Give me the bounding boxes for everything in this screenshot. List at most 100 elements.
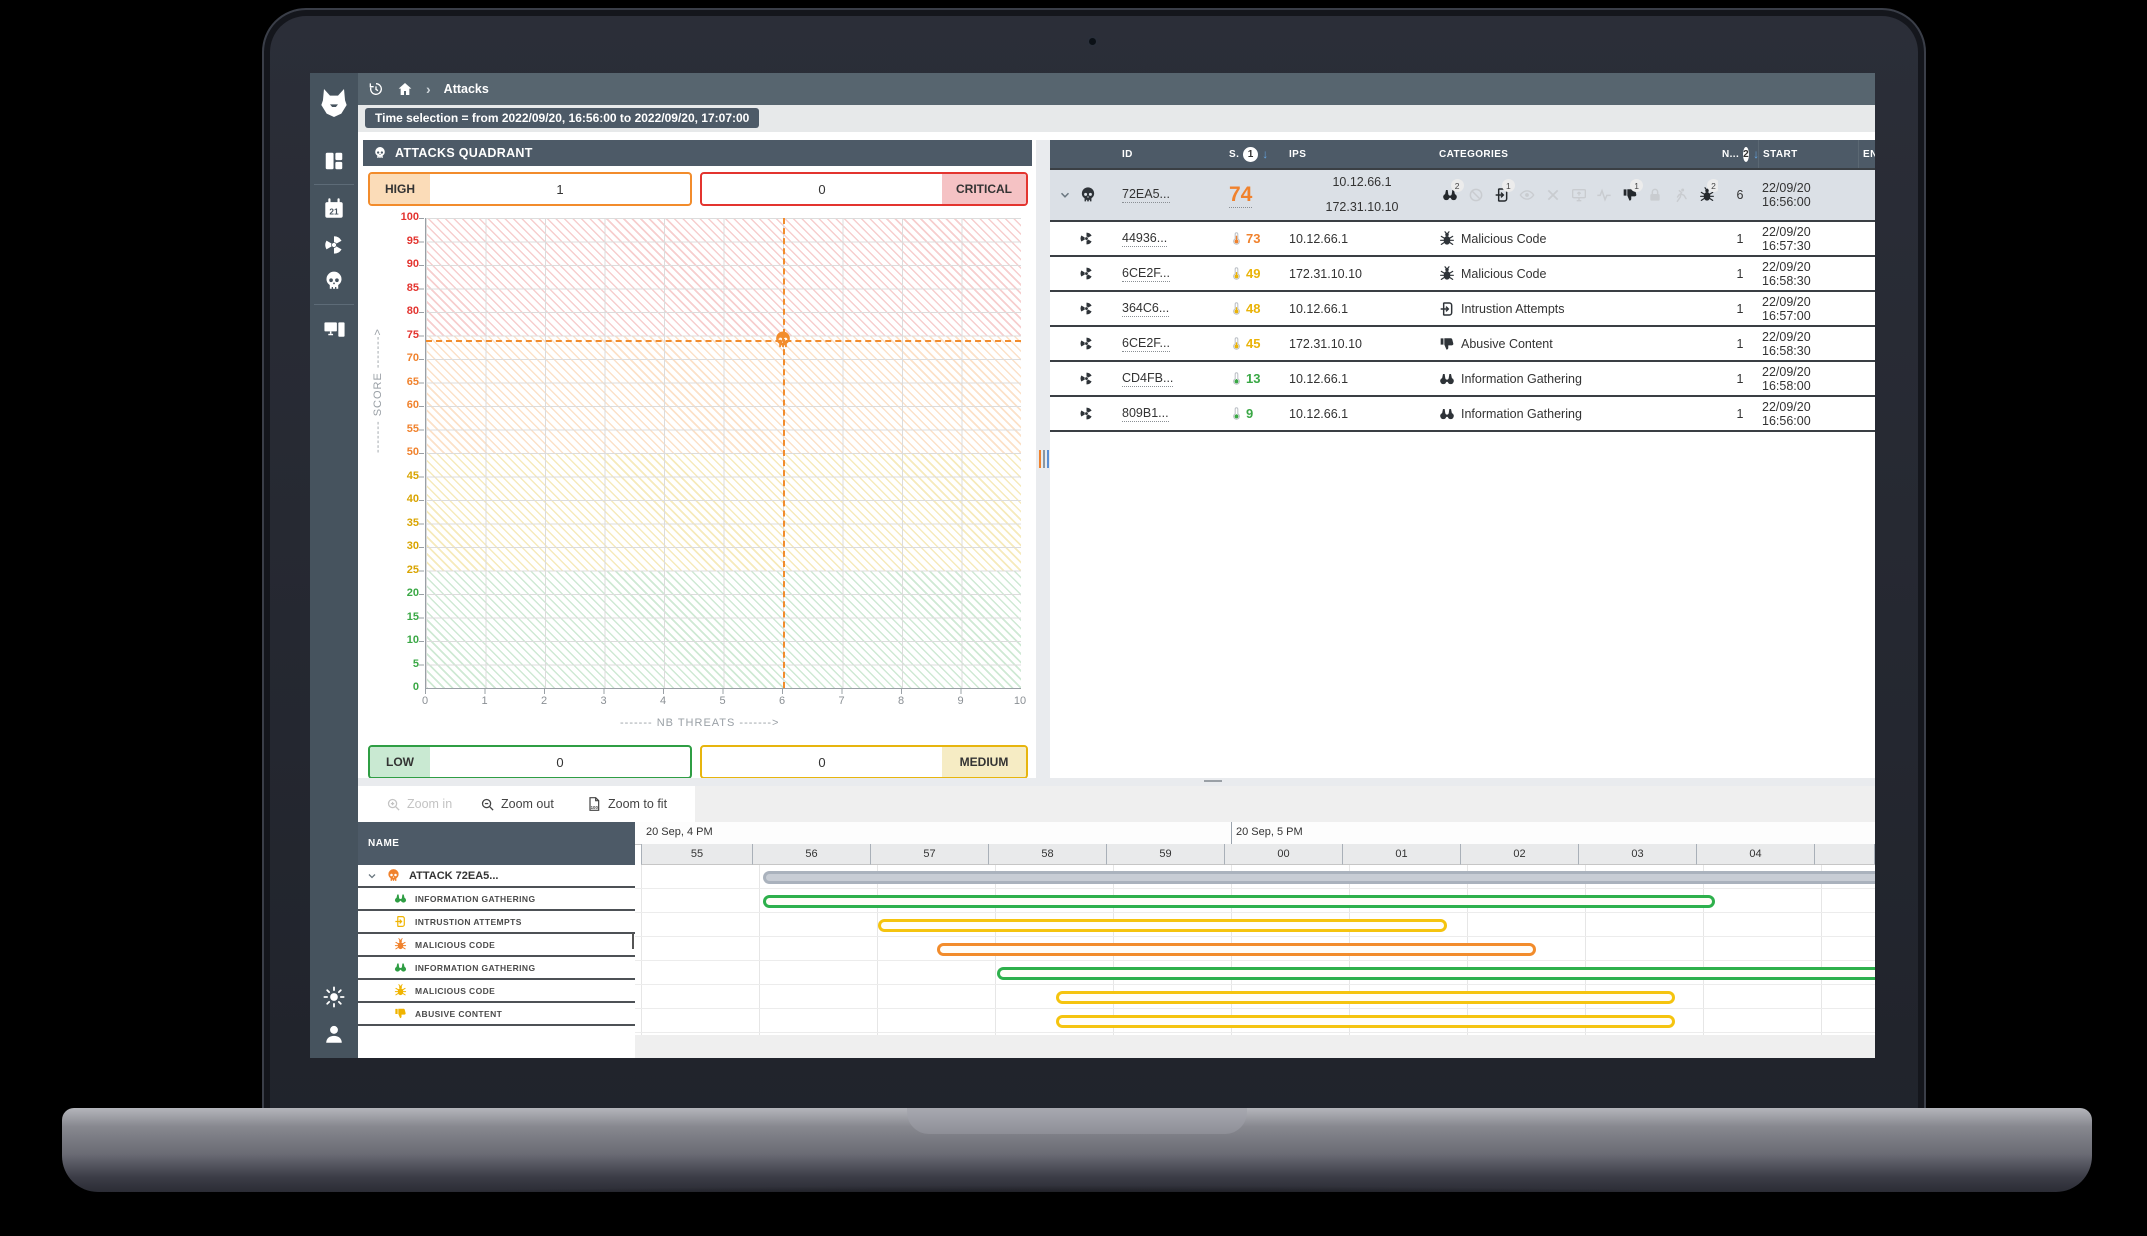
gantt-bar[interactable] [996, 967, 1875, 980]
threat-id-link[interactable]: 364C6... [1122, 300, 1170, 317]
threat-start: 22/09/20 16:58:30 [1762, 259, 1811, 288]
threat-score: 73 [1246, 231, 1261, 246]
theme-sun-icon[interactable] [323, 986, 345, 1008]
x-axis-title: ------- NB THREATS -------> [620, 717, 780, 729]
threat-score: 9 [1246, 406, 1254, 421]
gantt-row[interactable]: INFORMATION GATHERING [358, 957, 635, 980]
binoculars-icon [1439, 406, 1455, 422]
threat-row[interactable]: 44936... 73 10.12.66.1 Malicious Code 1 … [1050, 222, 1875, 257]
y-tick-label: 90 [406, 258, 419, 270]
attack-id-link[interactable]: 72EA5... [1122, 187, 1170, 203]
threat-id-link[interactable]: 6CE2F... [1122, 335, 1170, 352]
time-group-label: 20 Sep, 4 PM [646, 826, 713, 838]
threat-ip: 10.12.66.1 [1289, 371, 1349, 386]
chevron-down-icon[interactable] [1058, 188, 1072, 202]
horizontal-splitter[interactable] [358, 778, 1875, 789]
bug-icon [394, 938, 407, 951]
sidebar-item-dashboard[interactable] [323, 150, 345, 172]
col-categories[interactable]: CATEGORIES [1439, 148, 1509, 160]
attack-ips: 10.12.66.1 172.31.10.10 [1325, 175, 1399, 214]
col-end[interactable]: EN [1858, 140, 1875, 168]
thumbs-down-icon: 1 [1618, 179, 1644, 203]
binoculars-icon [394, 961, 407, 974]
sidebar-item-attacks-skull[interactable] [323, 270, 345, 292]
gantt-lane [635, 985, 1875, 1009]
col-ips[interactable]: IPS [1289, 148, 1307, 160]
gantt-lane [635, 961, 1875, 985]
thermometer-icon [1233, 267, 1240, 280]
gantt-bar[interactable] [762, 895, 1715, 908]
monitor-icon [1567, 187, 1590, 203]
gantt-bar[interactable] [877, 919, 1447, 932]
threat-id-link[interactable]: 6CE2F... [1122, 265, 1170, 282]
breadcrumb-page[interactable]: Attacks [443, 82, 489, 96]
y-tick-label: 60 [406, 399, 419, 411]
gantt-bar[interactable] [937, 943, 1537, 956]
x-tick-label: 6 [778, 695, 786, 707]
category-count-badge: 2 [1450, 179, 1464, 192]
zoom-to-fit-button[interactable]: Zoom to fit [586, 786, 667, 822]
category-count-badge: 1 [1630, 179, 1644, 192]
gantt-row[interactable]: MALICIOUS CODE [358, 934, 635, 957]
zoom-out-button[interactable]: Zoom out [480, 786, 554, 822]
y-tick-label: 40 [406, 493, 419, 505]
gantt-toolbar: Zoom in Zoom out Zoom to fit [358, 786, 1875, 822]
gantt-row-label: ABUSIVE CONTENT [415, 1008, 503, 1019]
threat-row[interactable]: 809B1... 9 10.12.66.1 Information Gather… [1050, 397, 1875, 432]
app-logo[interactable] [310, 73, 358, 132]
y-tick-label: 10 [406, 634, 419, 646]
threat-row[interactable]: 6CE2F... 49 172.31.10.10 Malicious Code … [1050, 257, 1875, 292]
category-icons: 2 1 1 2 [1435, 170, 1718, 220]
medium-label: MEDIUM [942, 747, 1026, 777]
col-id[interactable]: ID [1122, 148, 1133, 160]
gantt-row[interactable]: MALICIOUS CODE [358, 980, 635, 1003]
col-score[interactable]: S. 1 ↓ [1229, 146, 1269, 162]
gantt-row[interactable]: ABUSIVE CONTENT [358, 1003, 635, 1026]
sidebar-item-calendar[interactable] [323, 198, 345, 220]
threat-row[interactable]: 6CE2F... 45 172.31.10.10 Abusive Content… [1050, 327, 1875, 362]
threat-id-link[interactable]: 44936... [1122, 230, 1168, 247]
x-axis-tickmarks [425, 689, 1020, 694]
threat-row[interactable]: CD4FB... 13 10.12.66.1 Information Gathe… [1050, 362, 1875, 397]
threat-ip: 172.31.10.10 [1289, 266, 1362, 281]
col-type [1075, 140, 1118, 168]
y-tick-label: 5 [412, 657, 419, 670]
gantt-row[interactable]: INTRUSTION ATTEMPTS [358, 911, 635, 934]
history-icon[interactable] [368, 81, 384, 97]
thermometer-icon [1233, 372, 1240, 385]
y-tick-label: 95 [406, 234, 419, 247]
runner-icon [1673, 187, 1689, 203]
bug-icon [1439, 231, 1455, 247]
gantt-group-row[interactable]: ATTACK 72EA5... [358, 865, 635, 888]
threat-id-link[interactable]: CD4FB... [1122, 370, 1174, 387]
zoom-in-button[interactable]: Zoom in [386, 786, 452, 822]
sidebar-divider [314, 184, 354, 185]
gantt-bar[interactable] [762, 871, 1875, 884]
attack-point-marker[interactable] [773, 330, 793, 350]
sidebar-item-devices[interactable] [323, 318, 346, 341]
category-label: Malicious Code [1461, 231, 1547, 246]
vertical-splitter[interactable] [1036, 140, 1050, 779]
threat-score: 48 [1246, 301, 1261, 316]
threat-id-link[interactable]: 809B1... [1122, 405, 1169, 422]
sort-desc-icon: ↓ [1262, 147, 1269, 161]
col-start[interactable]: START [1758, 140, 1858, 168]
chevron-down-icon[interactable] [366, 870, 378, 882]
y-tick-label: 70 [406, 352, 419, 364]
gantt-bar[interactable] [1056, 1015, 1675, 1028]
user-icon[interactable] [323, 1023, 345, 1045]
gantt-row[interactable]: INFORMATION GATHERING [358, 888, 635, 911]
gantt-lane [635, 913, 1875, 937]
gantt-bar[interactable] [1056, 991, 1675, 1004]
breadcrumb: › Attacks [368, 81, 489, 97]
no-sign-icon [1468, 187, 1484, 203]
home-icon[interactable] [397, 81, 413, 97]
sidebar-item-radiation-threats[interactable] [323, 234, 345, 256]
threat-row[interactable]: 364C6... 48 10.12.66.1 Intrustion Attemp… [1050, 292, 1875, 327]
y-tick-label: 35 [406, 516, 419, 529]
gantt-row-label: INFORMATION GATHERING [415, 962, 536, 973]
col-n[interactable]: N... 2 ↓ [1722, 146, 1758, 162]
collapse-chevron[interactable] [1050, 170, 1075, 220]
time-selection-chip[interactable]: Time selection = from 2022/09/20, 16:56:… [365, 108, 760, 128]
